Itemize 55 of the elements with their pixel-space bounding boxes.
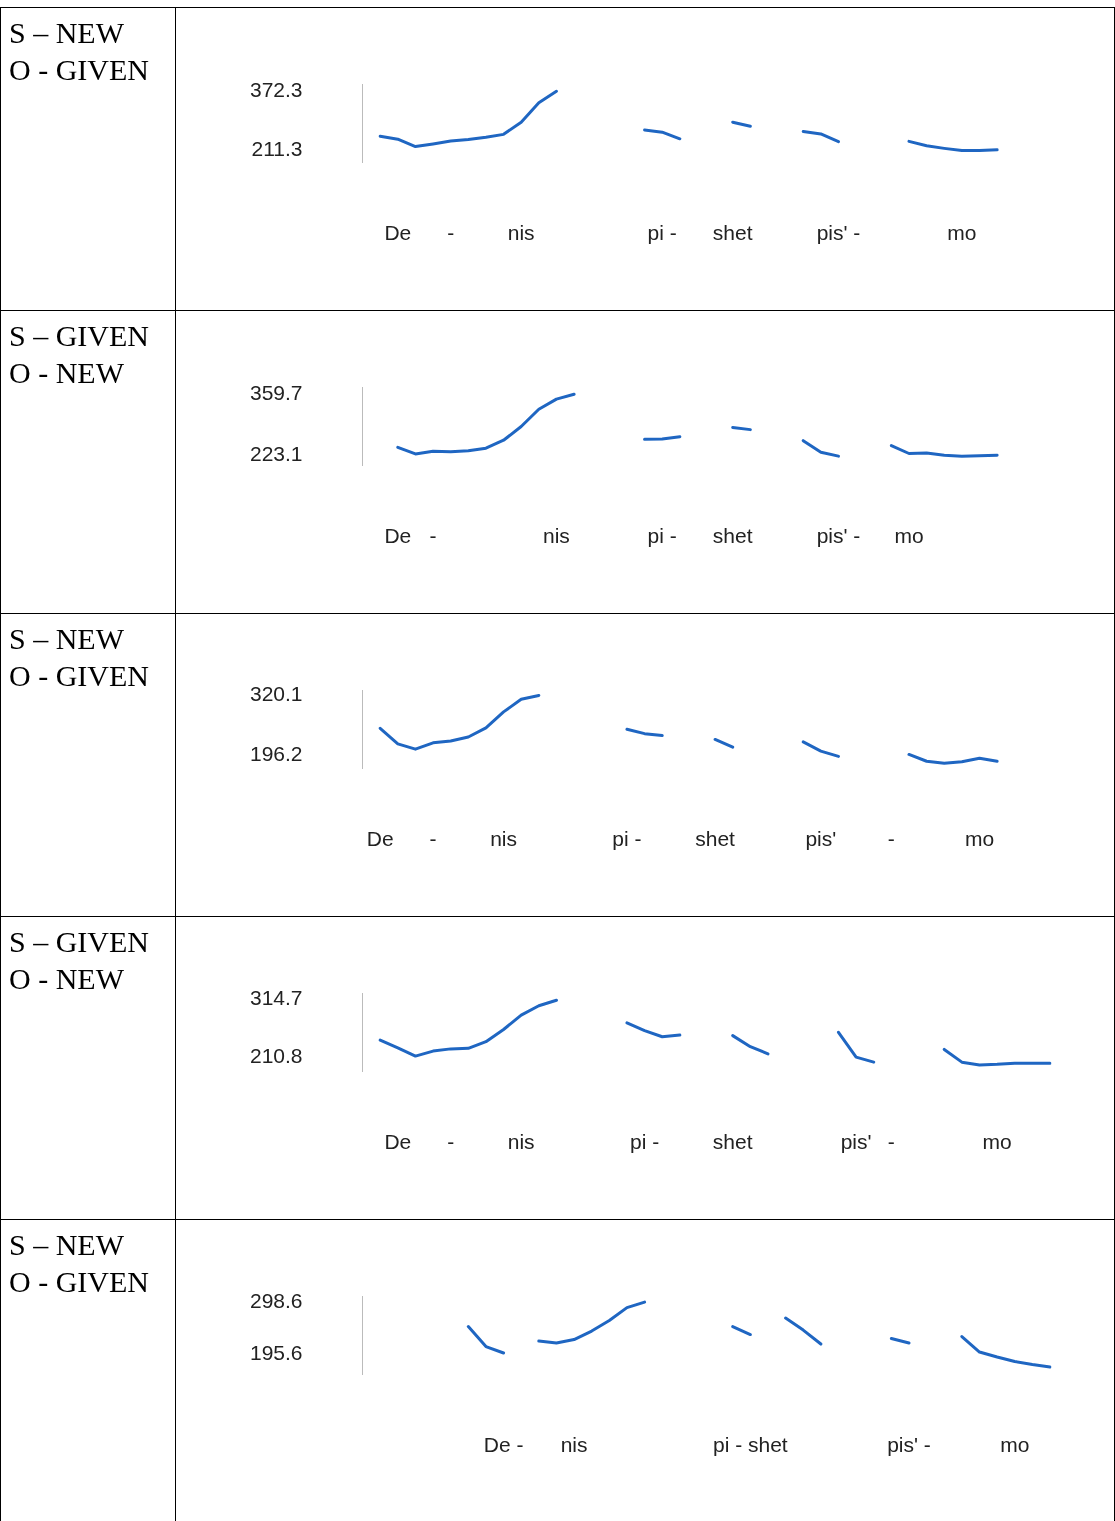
x-tick-label: pi - [612,827,642,851]
y-tick-label: 320.1 [249,682,303,706]
x-tick-label: nis [507,1130,535,1154]
x-tick-label: shet [712,524,753,548]
x-tick-label: pis' - [816,524,861,548]
y-tick-label: 359.7 [249,381,303,405]
x-tick-label: nis [490,827,517,851]
x-tick-label: pi - [647,221,677,245]
y-tick-label: 196.2 [249,742,303,766]
x-tick-label: pis' - [816,221,861,245]
x-tick-label: - [429,524,437,548]
y-tick-label: 211.3 [251,137,303,161]
x-tick-label: mo [982,1130,1012,1154]
text: O - GIVEN [9,658,150,694]
text: S – GIVEN [9,318,150,354]
text: O - GIVEN [9,1264,150,1300]
x-tick-label: De [384,524,412,548]
x-tick-label: - [429,827,437,851]
x-tick-label: - [447,221,455,245]
y-tick-label: 314.7 [249,986,303,1010]
x-tick-label: shet [695,827,736,851]
x-tick-label: De [366,827,394,851]
x-tick-label: shet [712,1130,753,1154]
x-tick-label: De [384,221,412,245]
y-tick-label: 298.6 [249,1289,303,1313]
y-tick-label: 210.8 [249,1043,303,1067]
x-tick-label: pi - shet [712,1433,788,1457]
x-tick-label: De [384,1130,412,1154]
x-tick-label: nis [560,1433,588,1457]
y-tick-label: 195.6 [249,1340,303,1364]
x-tick-label: - [887,1130,895,1154]
x-tick-label: mo [947,221,977,245]
x-tick-label: De - [483,1433,524,1457]
x-tick-label: mo [1000,1433,1030,1457]
text: S – NEW [9,1227,125,1263]
y-tick-label: 223.1 [249,441,303,465]
text: S – NEW [9,621,125,657]
x-tick-label: nis [507,221,535,245]
x-tick-label: pis' - [887,1433,931,1457]
text: S – GIVEN [9,924,150,960]
text: O - NEW [9,961,125,997]
x-tick-label: shet [712,221,753,245]
x-tick-label: - [887,827,895,851]
x-tick-label: mo [894,524,924,548]
text: O - GIVEN [9,52,150,88]
text: O - NEW [9,355,125,391]
x-tick-label: pi - [647,524,677,548]
x-tick-label: pis' [805,827,837,851]
x-tick-label: pis' [840,1130,872,1154]
text: S – NEW [9,15,125,51]
x-tick-label: nis [543,524,570,548]
x-tick-label: - [447,1130,455,1154]
x-tick-label: mo [964,827,995,851]
x-tick-label: pi - [629,1130,660,1154]
y-tick-label: 372.3 [249,77,303,101]
